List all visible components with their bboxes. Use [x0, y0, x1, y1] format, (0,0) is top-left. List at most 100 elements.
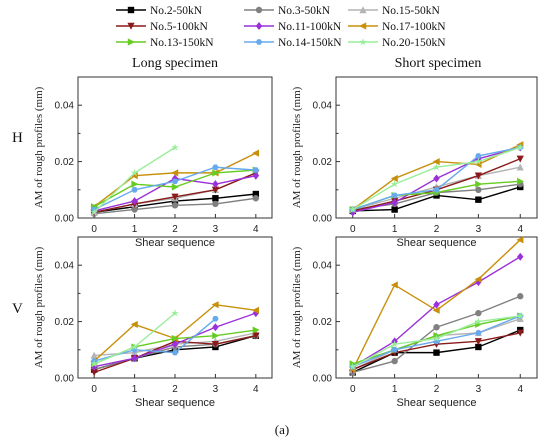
x-tick-label: 0	[91, 224, 97, 235]
data-point	[252, 332, 260, 340]
data-point	[90, 359, 98, 368]
x-tick-label: 2	[434, 384, 440, 395]
x-axis-label: Shear sequence	[135, 397, 215, 409]
x-tick-label: 1	[392, 224, 398, 235]
data-point	[475, 330, 482, 336]
data-point	[171, 169, 179, 177]
legend-marker	[255, 22, 263, 30]
legend-item: No.17-100kN	[348, 21, 446, 33]
data-point	[171, 309, 179, 317]
data-point	[474, 338, 482, 346]
data-point	[517, 252, 524, 261]
legend-marker	[255, 6, 263, 14]
legend-marker	[359, 22, 367, 30]
row-label-h: H	[12, 130, 23, 146]
x-tick-label: 3	[213, 224, 219, 235]
panels: 0.00 0.02 0.04 0 1 2 3 4 AM of rough profiles (m…	[33, 76, 538, 409]
x-tick-label: 1	[132, 384, 138, 395]
data-point	[130, 168, 139, 177]
data-point	[131, 180, 139, 188]
x-tick-label: 3	[476, 384, 482, 395]
data-point	[131, 354, 138, 363]
data-point	[90, 351, 98, 359]
data-point	[130, 320, 138, 329]
data-point	[171, 183, 179, 191]
data-point	[433, 300, 440, 309]
data-point	[475, 343, 482, 351]
data-point	[131, 197, 138, 206]
y-tick-label: 0.04	[55, 101, 75, 112]
series	[90, 143, 179, 216]
y-tick-label: 0.04	[313, 261, 333, 272]
data-point	[212, 180, 219, 189]
legend-item: No.3-50kN	[244, 5, 331, 17]
x-tick-label: 4	[253, 224, 259, 235]
data-point	[252, 149, 260, 157]
x-tick-label: 2	[434, 224, 440, 235]
data-point	[391, 347, 398, 353]
legend-item: No.13-150kN	[116, 37, 214, 49]
data-point	[433, 324, 440, 331]
legend-marker	[127, 22, 135, 30]
y-tick-label: 0.00	[313, 214, 333, 225]
data-point	[212, 169, 220, 177]
series	[90, 309, 179, 368]
data-point	[171, 174, 179, 183]
y-axis-label: AM of rough profiles (mm)	[33, 246, 45, 368]
y-tick-label: 0.00	[55, 214, 75, 225]
data-point	[171, 340, 179, 349]
chart-panel: 0.00 0.02 0.04 0 1 2 3 4 AM of rough profiles (m…	[291, 76, 538, 249]
legend-item: No.15-50kN	[348, 5, 441, 17]
x-axis-label: Shear sequence	[396, 397, 476, 409]
data-point	[517, 293, 524, 300]
y-tick-label: 0.04	[55, 261, 75, 272]
data-point	[474, 157, 483, 165]
legend-item: No.2-50kN	[116, 5, 203, 17]
legend: No.2-50kN No.3-50kN No.15-50kN No.5-100kN No…	[116, 5, 446, 49]
data-point	[252, 167, 260, 173]
x-tick-label: 4	[253, 384, 259, 395]
data-point	[475, 180, 483, 188]
series	[348, 143, 525, 213]
data-point	[171, 202, 179, 209]
data-point	[390, 174, 398, 183]
data-point	[516, 155, 524, 163]
data-point	[516, 236, 524, 244]
data-point	[474, 172, 482, 180]
data-point	[252, 171, 260, 180]
legend-marker	[359, 38, 367, 46]
chart-panel: 0.00 0.02 0.04 0 1 2 3 4 AM of rough profiles (m…	[33, 76, 273, 249]
col-title-short: Short specimen	[395, 56, 482, 71]
data-point	[391, 198, 398, 207]
legend-label: No.20-150kN	[382, 37, 446, 49]
data-point	[516, 329, 524, 337]
data-point	[474, 275, 482, 283]
y-tick-label: 0.02	[313, 157, 333, 168]
data-point	[252, 326, 260, 334]
data-point	[171, 193, 179, 201]
data-point	[475, 153, 482, 159]
x-tick-label: 1	[392, 384, 398, 395]
x-axis-label: Shear sequence	[396, 237, 476, 249]
data-point	[171, 334, 179, 343]
data-point	[130, 342, 139, 351]
data-point	[475, 196, 482, 203]
y-axis-label: AM of rough profiles (mm)	[291, 86, 303, 208]
data-point	[390, 340, 399, 348]
legend-item: No.5-100kN	[116, 21, 209, 33]
series	[349, 293, 524, 376]
data-point	[432, 158, 440, 166]
y-tick-label: 0.02	[55, 157, 75, 168]
figure-caption: (a)	[275, 422, 289, 437]
x-tick-label: 4	[517, 224, 523, 235]
data-point	[212, 200, 219, 208]
x-tick-label: 0	[91, 384, 97, 395]
legend-marker	[127, 38, 135, 46]
y-tick-label: 0.00	[313, 374, 333, 385]
legend-label: No.2-50kN	[150, 5, 203, 17]
data-point	[390, 281, 398, 289]
legend-label: No.11-100kN	[278, 21, 342, 33]
legend-item: No.20-150kN	[348, 37, 446, 49]
data-point	[212, 323, 219, 332]
data-point	[391, 206, 398, 213]
